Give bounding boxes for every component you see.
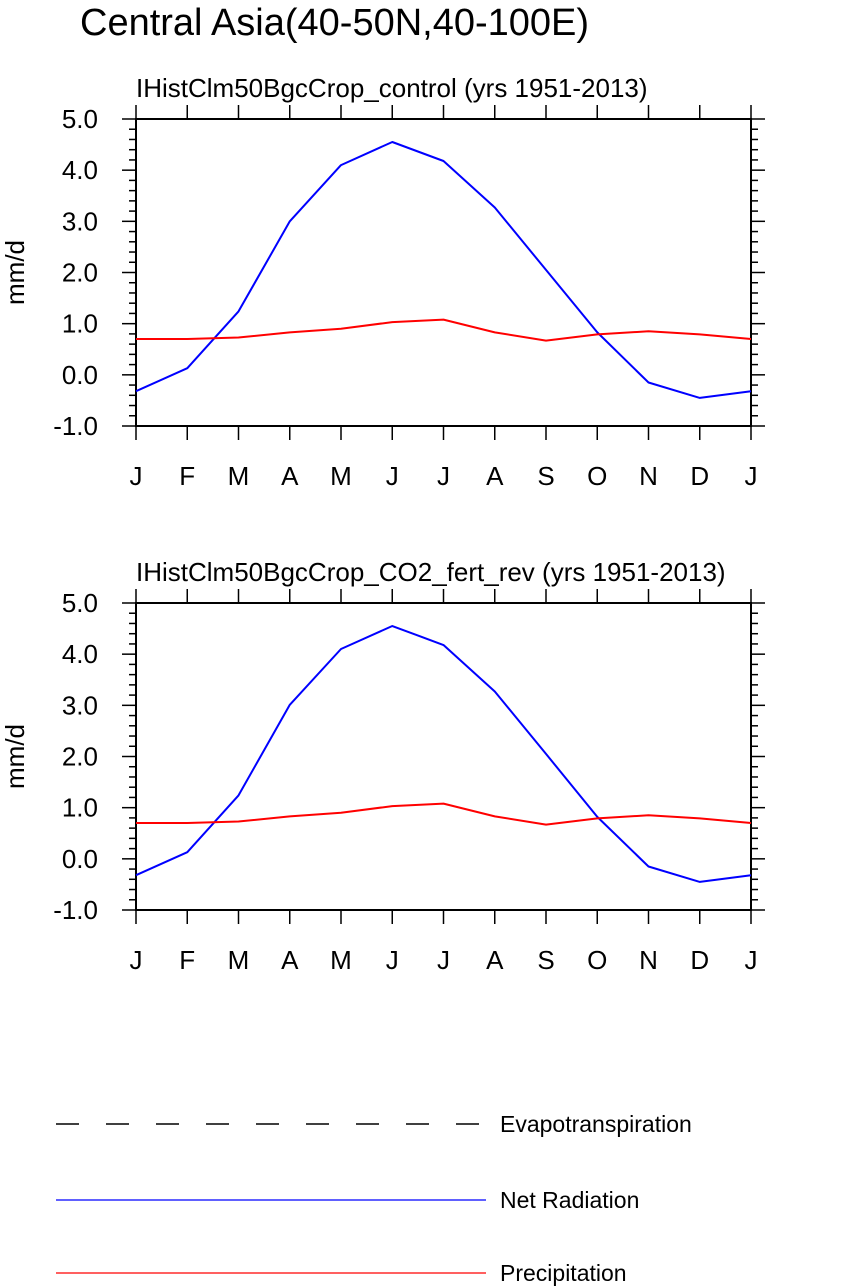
x-tick-label: F (179, 945, 195, 975)
x-tick-label: O (587, 945, 607, 975)
panel-title: IHistClm50BgcCrop_control (yrs 1951-2013… (136, 73, 648, 103)
x-tick-label: J (437, 945, 450, 975)
y-tick-label: 2.0 (62, 258, 98, 288)
y-tick-label: 3.0 (62, 206, 98, 236)
panel-title: IHistClm50BgcCrop_CO2_fert_rev (yrs 1951… (136, 557, 726, 587)
legend-label-precipitation: Precipitation (500, 1260, 627, 1286)
x-tick-label: N (639, 945, 658, 975)
y-tick-label: 5.0 (62, 104, 98, 134)
x-tick-label: A (486, 461, 504, 491)
x-tick-label: M (330, 945, 352, 975)
x-tick-label: J (745, 945, 758, 975)
x-tick-label: D (690, 461, 709, 491)
x-tick-label: J (386, 461, 399, 491)
y-tick-label: -1.0 (53, 411, 98, 441)
y-tick-label: 2.0 (62, 742, 98, 772)
y-tick-label: 5.0 (62, 588, 98, 618)
y-axis-label: mm/d (0, 240, 30, 305)
chart-panel-control: IHistClm50BgcCrop_control (yrs 1951-2013… (0, 73, 765, 491)
x-tick-label: F (179, 461, 195, 491)
x-tick-label: J (437, 461, 450, 491)
x-tick-label: A (486, 945, 504, 975)
x-tick-label: O (587, 461, 607, 491)
x-tick-label: S (537, 945, 554, 975)
y-tick-label: 0.0 (62, 360, 98, 390)
chart-panel-co2-fert-rev: IHistClm50BgcCrop_CO2_fert_rev (yrs 1951… (0, 557, 765, 975)
x-tick-label: J (745, 461, 758, 491)
x-tick-label: M (228, 945, 250, 975)
x-tick-label: S (537, 461, 554, 491)
x-tick-label: J (130, 945, 143, 975)
series-line-net_radiation (135, 141, 752, 399)
plot-frame (135, 118, 752, 427)
y-axis-label: mm/d (0, 724, 30, 789)
x-tick-label: J (386, 945, 399, 975)
x-tick-label: M (330, 461, 352, 491)
legend: Evapotranspiration Net Radiation Precipita… (56, 1111, 692, 1286)
legend-label-evapotranspiration: Evapotranspiration (500, 1111, 692, 1137)
legend-label-net_radiation: Net Radiation (500, 1187, 639, 1213)
y-tick-label: 4.0 (62, 155, 98, 185)
x-tick-label: A (281, 945, 299, 975)
plot-frame (135, 602, 752, 911)
y-tick-label: 1.0 (62, 793, 98, 823)
y-tick-label: 1.0 (62, 309, 98, 339)
x-tick-label: A (281, 461, 299, 491)
y-tick-label: -1.0 (53, 895, 98, 925)
series-line-net_radiation (135, 625, 752, 883)
x-tick-label: N (639, 461, 658, 491)
x-tick-label: J (130, 461, 143, 491)
y-tick-label: 0.0 (62, 844, 98, 874)
x-tick-label: D (690, 945, 709, 975)
figure-title: Central Asia(40-50N,40-100E) (80, 2, 589, 44)
y-tick-label: 4.0 (62, 639, 98, 669)
x-tick-label: M (228, 461, 250, 491)
y-tick-label: 3.0 (62, 690, 98, 720)
